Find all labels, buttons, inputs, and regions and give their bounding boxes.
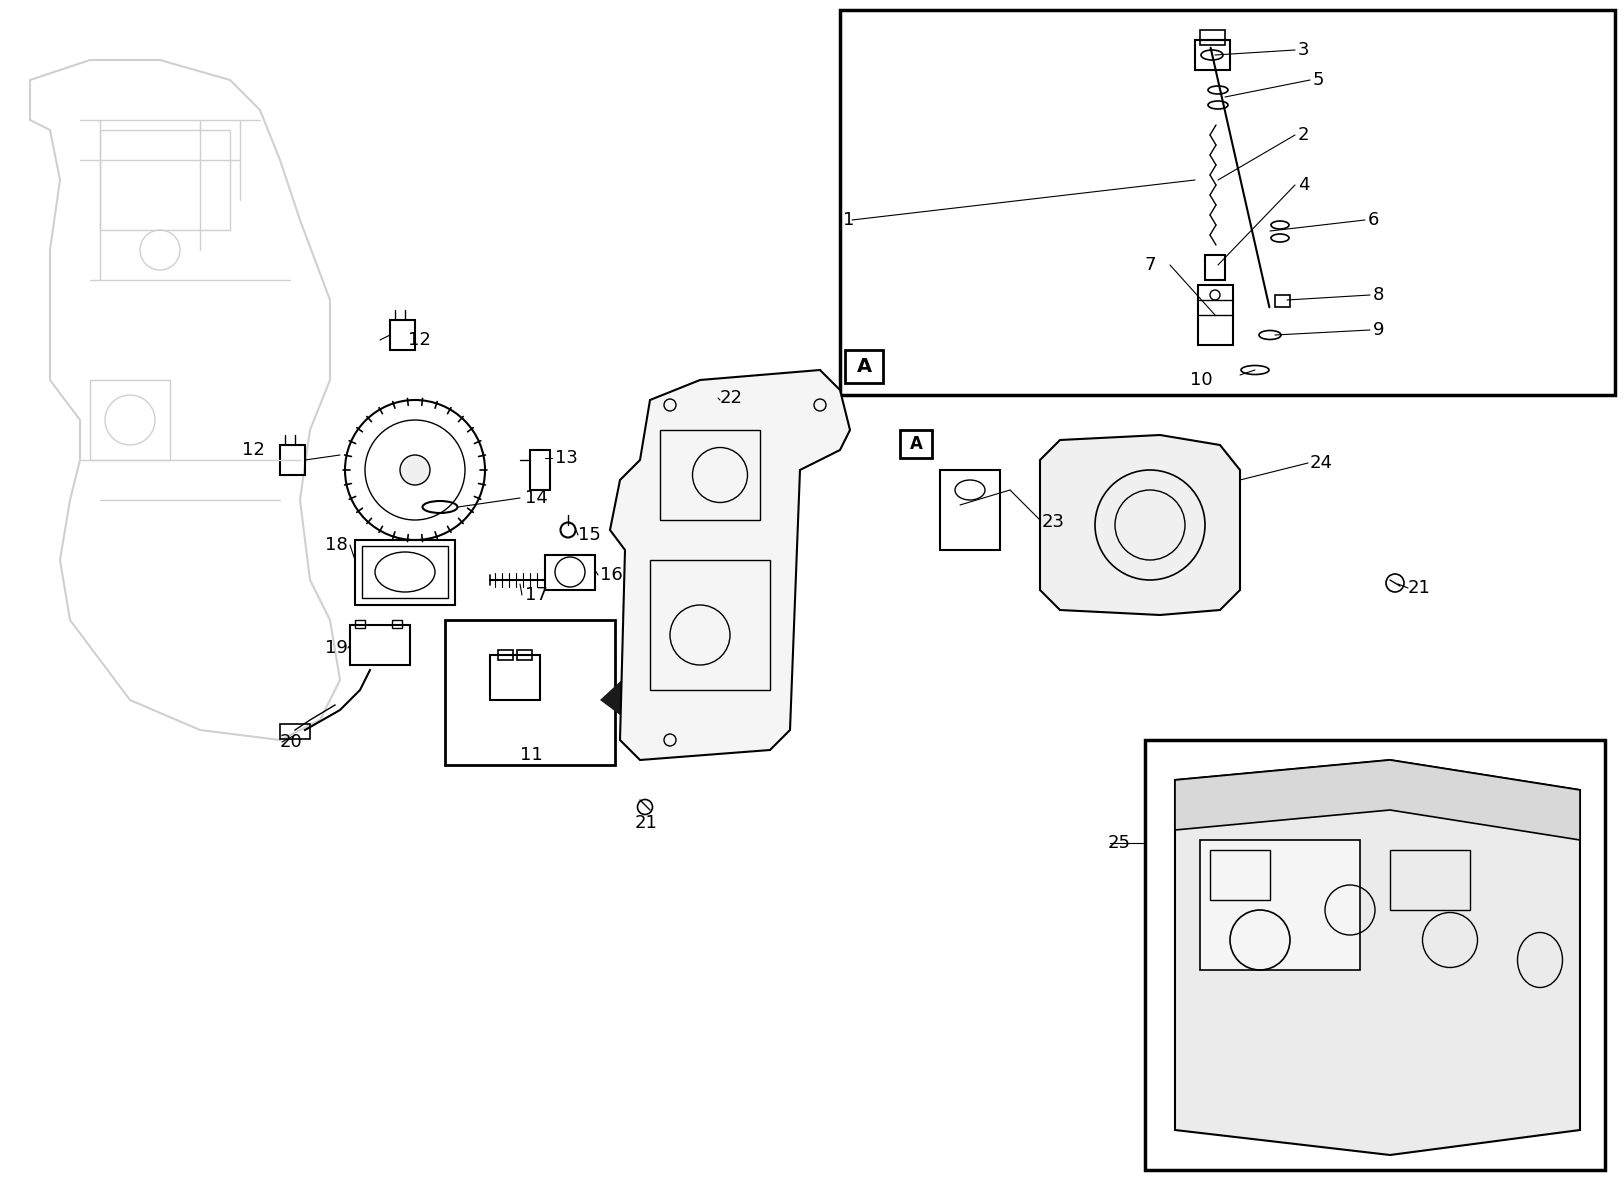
- Text: 18: 18: [325, 536, 347, 554]
- Bar: [351, 625, 409, 665]
- Polygon shape: [610, 370, 849, 760]
- Bar: [391, 620, 403, 629]
- Bar: [649, 560, 769, 690]
- Bar: [1199, 30, 1224, 45]
- Bar: [1199, 840, 1358, 970]
- Text: 20: 20: [279, 733, 302, 751]
- Text: A: A: [909, 435, 922, 453]
- Bar: [490, 655, 540, 700]
- Bar: [516, 650, 532, 659]
- Bar: [1195, 40, 1229, 70]
- Bar: [355, 540, 454, 605]
- Bar: [362, 546, 448, 598]
- Text: 21: 21: [635, 814, 657, 833]
- Polygon shape: [1175, 760, 1579, 1155]
- Polygon shape: [1175, 760, 1579, 840]
- Text: A: A: [855, 357, 872, 376]
- Text: 8: 8: [1371, 286, 1383, 304]
- Bar: [1209, 850, 1269, 900]
- Text: 23: 23: [1042, 514, 1065, 531]
- Text: 4: 4: [1297, 176, 1308, 195]
- Text: 11: 11: [519, 746, 542, 764]
- Text: 15: 15: [578, 527, 601, 544]
- Text: 14: 14: [524, 489, 547, 506]
- Bar: [844, 350, 883, 383]
- Text: 16: 16: [599, 566, 622, 584]
- Bar: [355, 620, 365, 629]
- Polygon shape: [599, 580, 750, 715]
- Bar: [498, 650, 513, 659]
- Text: 19: 19: [325, 639, 347, 657]
- Text: 17: 17: [524, 586, 547, 604]
- Bar: [101, 130, 230, 230]
- Bar: [1144, 740, 1604, 1171]
- Text: 1: 1: [842, 211, 854, 229]
- Text: 12: 12: [407, 331, 430, 349]
- Bar: [1198, 285, 1232, 345]
- Bar: [445, 620, 615, 765]
- Text: 12: 12: [242, 441, 265, 459]
- Bar: [940, 470, 1000, 550]
- Text: 13: 13: [555, 449, 578, 467]
- Text: 22: 22: [719, 389, 743, 407]
- Bar: [545, 555, 594, 589]
- Text: 2: 2: [1297, 126, 1308, 144]
- Bar: [659, 431, 760, 519]
- Bar: [529, 449, 550, 490]
- Bar: [279, 723, 310, 739]
- Bar: [390, 320, 415, 350]
- Ellipse shape: [399, 455, 430, 485]
- Bar: [899, 431, 932, 458]
- Text: 21: 21: [1407, 579, 1430, 597]
- Text: 3: 3: [1297, 42, 1308, 59]
- Polygon shape: [1039, 435, 1240, 616]
- Bar: [839, 9, 1613, 395]
- Text: 6: 6: [1367, 211, 1378, 229]
- Text: 5: 5: [1311, 71, 1324, 89]
- Bar: [1274, 295, 1289, 307]
- Text: 10: 10: [1190, 371, 1212, 389]
- Bar: [89, 380, 170, 460]
- Bar: [1204, 255, 1224, 280]
- Bar: [1389, 850, 1469, 910]
- Text: 7: 7: [1144, 256, 1156, 274]
- Text: 25: 25: [1107, 834, 1130, 852]
- Text: 9: 9: [1371, 321, 1384, 339]
- Text: 24: 24: [1310, 454, 1332, 472]
- Bar: [279, 445, 305, 476]
